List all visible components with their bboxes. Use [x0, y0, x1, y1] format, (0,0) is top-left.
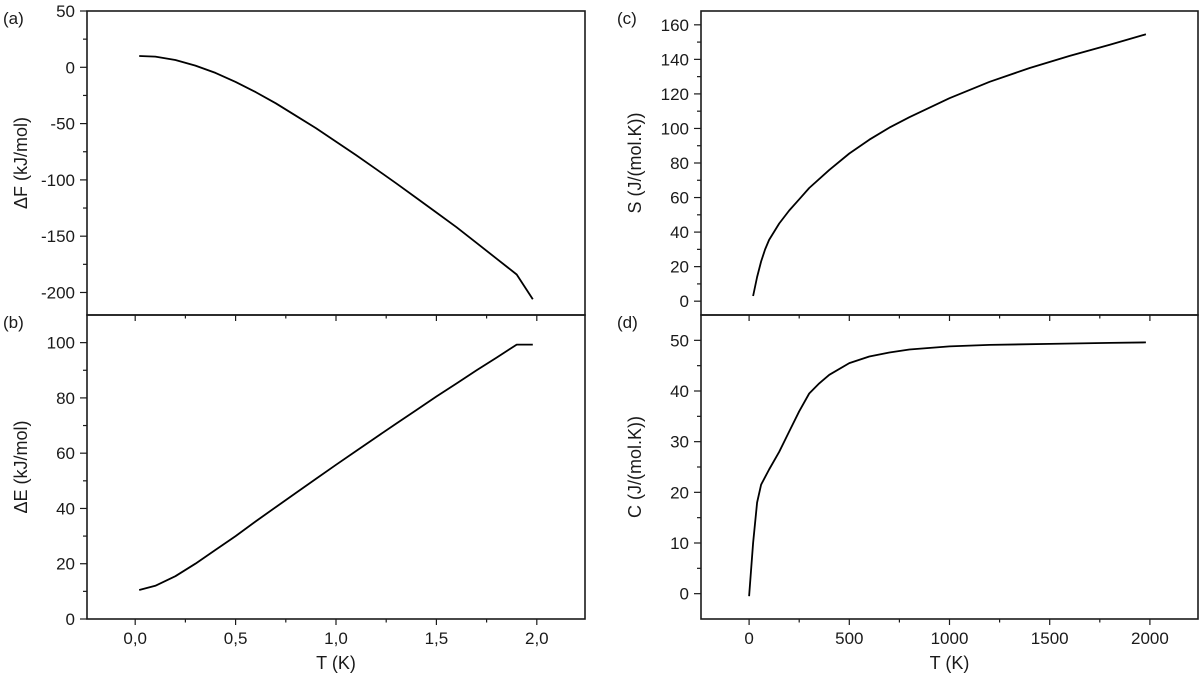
- plot-frame: [700, 314, 1199, 620]
- y-tick-label: 50: [56, 2, 75, 21]
- panel-label: (c): [617, 9, 637, 28]
- y-tick-label: -150: [41, 227, 75, 246]
- y-tick-label: -100: [41, 171, 75, 190]
- y-tick-label: -200: [41, 283, 75, 302]
- y-tick-label: 80: [670, 154, 689, 173]
- series-line: [752, 33, 1147, 297]
- y-tick-label: 40: [670, 223, 689, 242]
- y-tick-label: 0: [680, 292, 689, 311]
- panel-label: (b): [3, 313, 24, 332]
- x-tick-label: 1000: [931, 629, 969, 648]
- y-axis-label: ΔE (kJ/mol): [11, 420, 31, 513]
- x-tick-label: 0,5: [224, 629, 248, 648]
- panel-c: 0 20 40 60 80 100 120 140 160 (c) S (J/(mol.K)): [617, 9, 1199, 321]
- y-tick-label: 0: [66, 58, 75, 77]
- y-tick-label: 120: [661, 85, 689, 104]
- panel-a: 50 0 -50 -100 -150 -200 (a) ΔF (kJ/mol): [3, 2, 586, 321]
- panel-b: 0 20 40 60 80 100 0,0 0,5 1,0 1,5 2,0 (b) ΔE (kJ/mol…: [3, 313, 586, 673]
- y-tick-label: 30: [670, 433, 689, 452]
- y-tick-label: 10: [670, 534, 689, 553]
- x-axis-label: T (K): [930, 653, 970, 673]
- panel-label: (d): [617, 313, 638, 332]
- series-line: [139, 55, 534, 300]
- x-axis-label: T (K): [316, 653, 356, 673]
- x-tick-label: 0: [744, 629, 753, 648]
- plot-frame: [86, 314, 586, 620]
- x-tick-label: 2000: [1131, 629, 1169, 648]
- y-tick-label: 40: [670, 382, 689, 401]
- y-tick-label: 100: [661, 119, 689, 138]
- series-line: [748, 341, 1146, 597]
- y-axis-label: C (J/(mol.K)): [625, 416, 645, 518]
- y-tick-label: 0: [680, 585, 689, 604]
- panel-label: (a): [3, 9, 24, 28]
- x-tick-label: 1500: [1031, 629, 1069, 648]
- y-tick-label: 140: [661, 50, 689, 69]
- series-line: [138, 343, 533, 591]
- y-tick-label: 60: [56, 444, 75, 463]
- plot-frame: [700, 10, 1199, 316]
- y-tick-label: 0: [66, 610, 75, 629]
- y-tick-label: 50: [670, 331, 689, 350]
- x-tick-label: 0,0: [123, 629, 147, 648]
- x-tick-label: 1,5: [425, 629, 449, 648]
- y-tick-label: 20: [670, 258, 689, 277]
- y-tick-label: 40: [56, 499, 75, 518]
- y-tick-label: 160: [661, 16, 689, 35]
- y-tick-label: 20: [670, 483, 689, 502]
- x-tick-label: 2,0: [525, 629, 549, 648]
- y-tick-label: 20: [56, 555, 75, 574]
- x-tick-label: 1,0: [324, 629, 348, 648]
- y-axis-label: ΔF (kJ/mol): [11, 117, 31, 209]
- y-tick-label: 60: [670, 189, 689, 208]
- y-tick-label: 80: [56, 389, 75, 408]
- x-tick-label: 500: [835, 629, 863, 648]
- y-axis-label: S (J/(mol.K)): [625, 113, 645, 214]
- y-tick-label: 100: [47, 334, 75, 353]
- y-tick-label: -50: [50, 115, 75, 134]
